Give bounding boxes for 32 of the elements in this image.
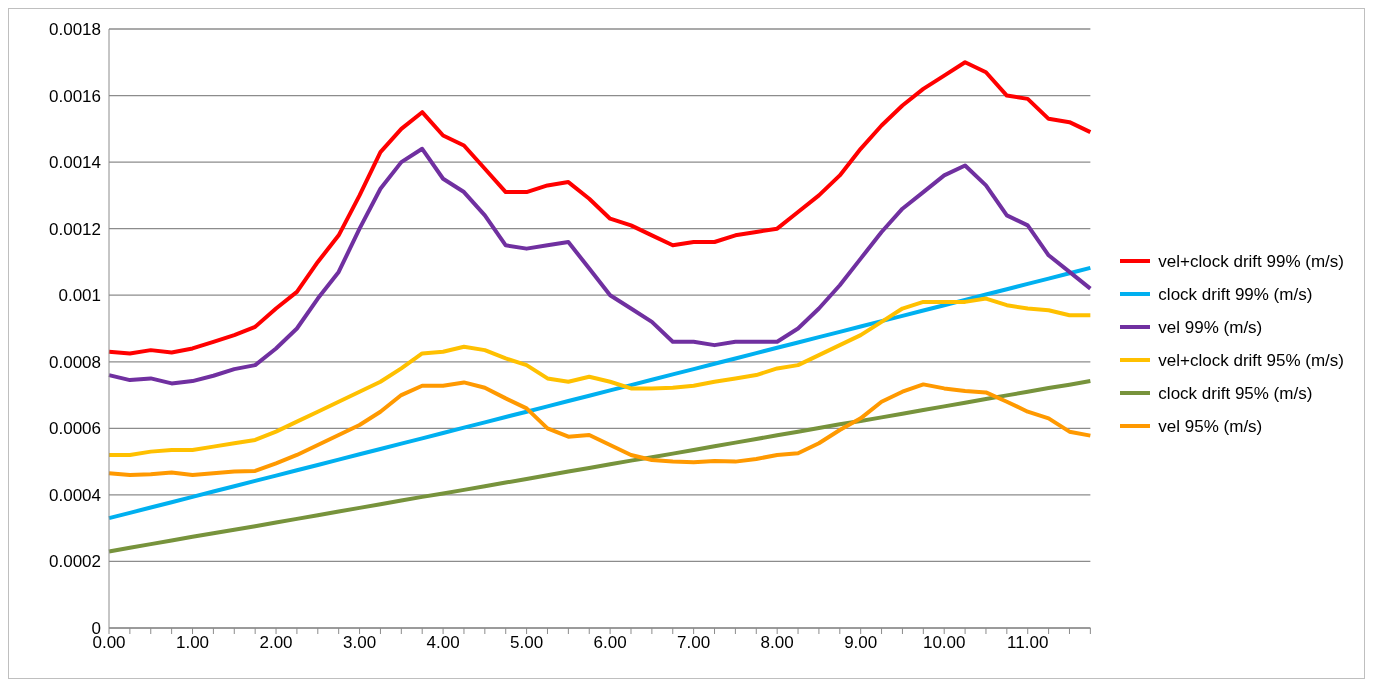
- y-tick-label: 0.0008: [49, 352, 101, 372]
- x-tick-label: 1.00: [175, 633, 210, 653]
- y-tick-label: 0.0004: [49, 485, 101, 505]
- x-tick-label: 4.00: [426, 633, 460, 653]
- x-tick-label: 6.00: [593, 633, 627, 653]
- x-tick-label: 2.00: [259, 633, 293, 653]
- x-tick-label: 10.00: [922, 633, 966, 653]
- y-tick-label: 0.0006: [49, 419, 101, 439]
- line-series: [107, 265, 1093, 521]
- legend-label: vel+clock drift 95% (m/s): [1158, 349, 1344, 372]
- legend-label: vel+clock drift 99% (m/s): [1158, 250, 1344, 273]
- line-series: [107, 296, 1093, 457]
- line-series: [107, 146, 1093, 386]
- y-tick-label: 0.0002: [49, 552, 101, 572]
- x-tick-label: 5.00: [510, 633, 544, 653]
- y-tick-label: 0.0012: [49, 219, 101, 239]
- x-tick-label: 7.00: [677, 633, 711, 653]
- y-tick-label: 0.0016: [49, 86, 101, 106]
- x-tick-label: 3.00: [343, 633, 377, 653]
- y-tick-label: 0.0018: [49, 20, 101, 40]
- legend-label: vel 99% (m/s): [1158, 316, 1263, 339]
- x-tick-label: 11.00: [1007, 633, 1049, 653]
- legend-label: clock drift 95% (m/s): [1158, 382, 1313, 405]
- x-tick-label: 8.00: [760, 633, 794, 653]
- line-series: [107, 60, 1093, 356]
- y-tick-label: 0.001: [58, 286, 101, 306]
- line-series: [107, 379, 1093, 554]
- x-tick-label: 9.00: [844, 633, 878, 653]
- y-tick-label: 0.0014: [49, 153, 101, 173]
- line-series: [107, 380, 1093, 477]
- legend-label: vel 95% (m/s): [1158, 415, 1263, 438]
- legend-label: clock drift 99% (m/s): [1158, 283, 1313, 306]
